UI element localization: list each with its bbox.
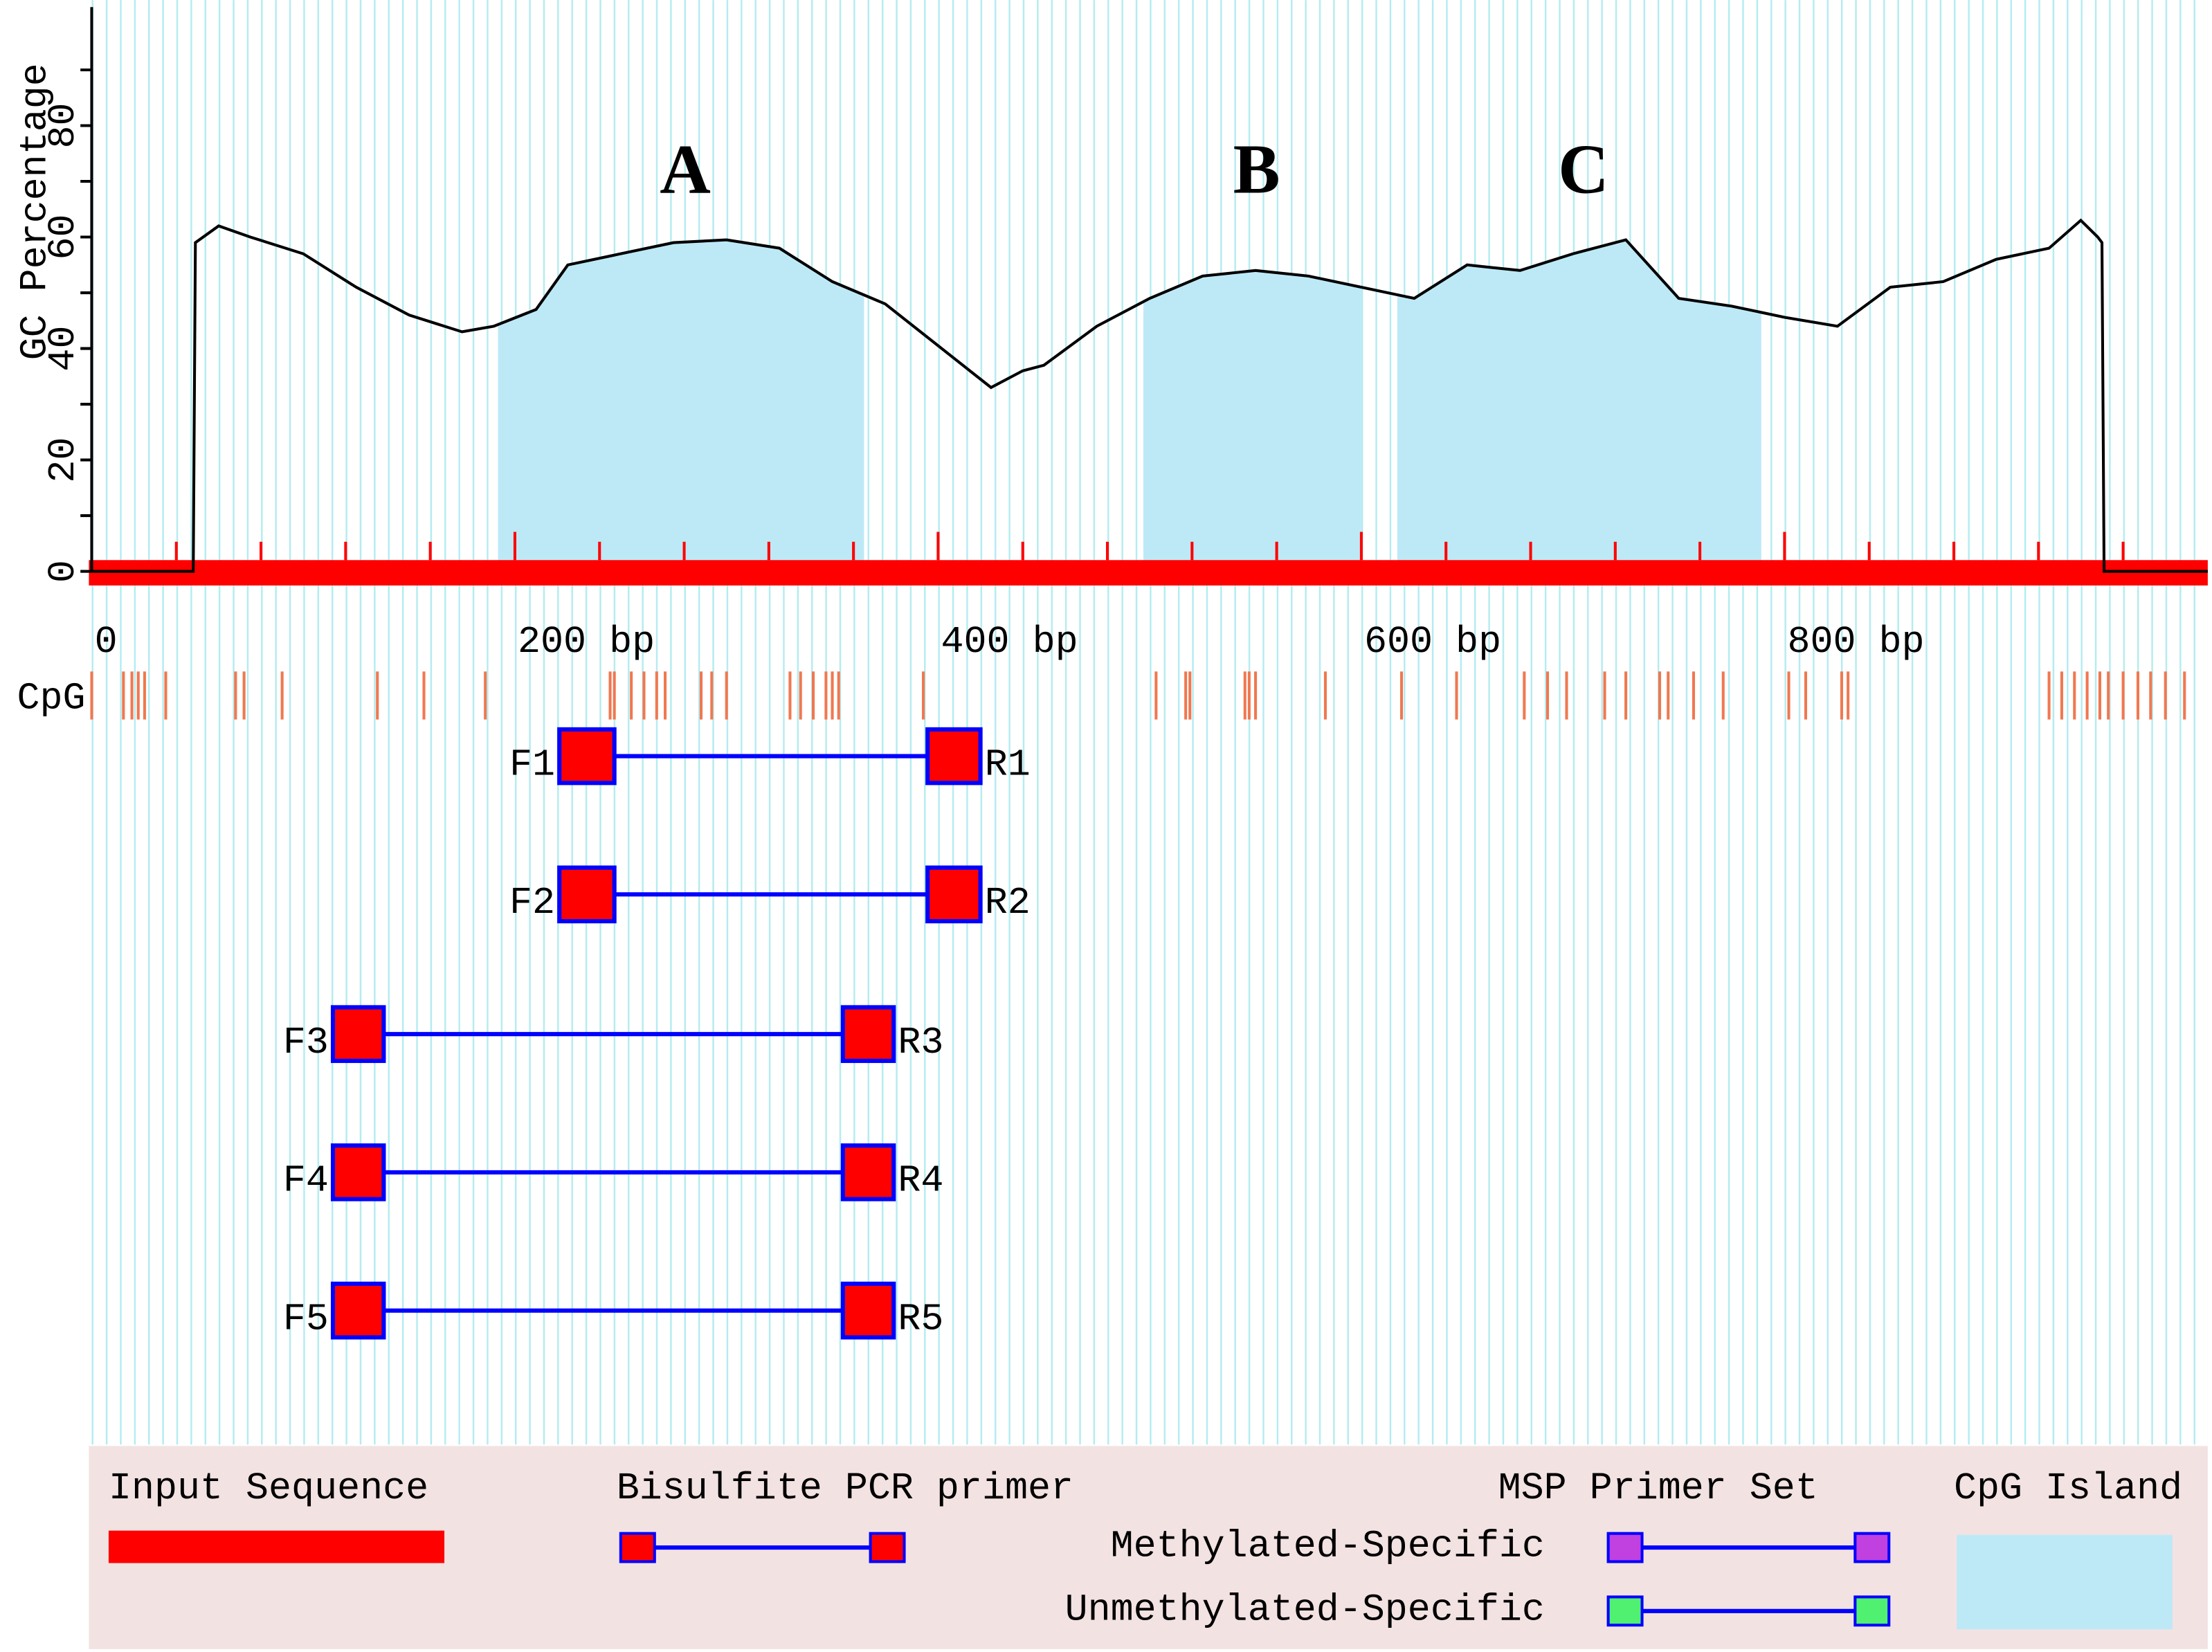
island-label: B	[1233, 130, 1280, 208]
legend-label: Bisulfite PCR primer	[617, 1467, 1073, 1510]
forward-label: F4	[283, 1159, 329, 1203]
island-label: C	[1558, 130, 1609, 208]
forward-primer	[330, 1005, 386, 1063]
legend-primer	[1853, 1532, 1891, 1563]
reverse-label: R4	[898, 1159, 943, 1203]
reverse-primer	[840, 1005, 896, 1063]
forward-label: F2	[509, 881, 555, 925]
gc-line	[91, 218, 2208, 573]
forward-label: F5	[283, 1297, 329, 1341]
forward-primer	[557, 727, 617, 786]
legend-input-sequence	[108, 1530, 445, 1563]
legend-cpg-island	[1957, 1534, 2173, 1630]
legend-label: MSP Primer Set	[1498, 1467, 1818, 1510]
reverse-primer	[840, 1143, 896, 1201]
legend-primer	[1853, 1595, 1891, 1627]
forward-label: F3	[283, 1021, 329, 1064]
y-tick-label: 20	[42, 437, 85, 483]
legend-primer	[1606, 1532, 1644, 1563]
y-tick-label: 40	[42, 326, 85, 372]
x-tick-label: 600 bp	[1364, 620, 1501, 664]
forward-label: F1	[509, 743, 555, 786]
input-sequence	[89, 560, 2208, 586]
reverse-primer	[840, 1281, 896, 1340]
x-tick-label: 0	[95, 620, 118, 664]
x-tick-label: 800 bp	[1787, 620, 1924, 664]
legend-label: Methylated-Specific	[1111, 1525, 1545, 1568]
y-tick-label: 60	[42, 215, 85, 260]
background-grid	[89, 0, 2208, 1445]
legend-primer	[619, 1532, 656, 1563]
reverse-label: R5	[898, 1297, 943, 1341]
forward-primer	[330, 1143, 386, 1201]
forward-primer	[557, 865, 617, 924]
y-axis-label: GC Percentage	[13, 63, 57, 360]
cpg-label: CpG	[17, 677, 85, 720]
island-label: A	[660, 130, 711, 208]
legend-label: CpG Island	[1954, 1467, 2182, 1510]
legend-primer	[1606, 1595, 1644, 1627]
legend-primer	[869, 1532, 906, 1563]
x-tick-label: 200 bp	[518, 620, 655, 664]
y-tick-label: 80	[42, 102, 85, 148]
legend-label: Input Sequence	[109, 1467, 428, 1510]
reverse-label: R2	[985, 881, 1031, 925]
x-tick-label: 400 bp	[941, 620, 1078, 664]
reverse-label: R3	[898, 1021, 943, 1064]
reverse-primer	[925, 865, 983, 924]
y-tick-label: 0	[42, 560, 85, 583]
reverse-primer	[925, 727, 983, 786]
legend-label: Unmethylated-Specific	[1065, 1588, 1545, 1631]
reverse-label: R1	[985, 743, 1031, 786]
forward-primer	[330, 1281, 386, 1340]
